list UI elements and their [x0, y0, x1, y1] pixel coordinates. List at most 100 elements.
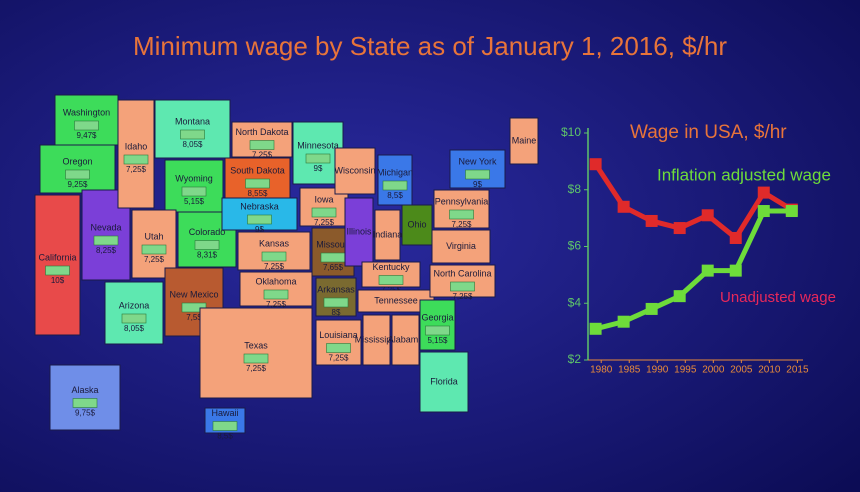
wage-tag: [65, 169, 90, 180]
state-wage: 9$: [473, 180, 482, 189]
x-tick-label: 2005: [730, 365, 753, 376]
state-name: North Dakota: [235, 127, 288, 137]
state-wage: 8,5$: [387, 191, 403, 200]
wage-tag: [323, 297, 349, 308]
state-name: Georgia: [421, 312, 453, 322]
state-name: Missouri: [316, 239, 350, 249]
state-shape: [509, 117, 539, 165]
state-shape: [224, 157, 291, 199]
chart-title: Wage in USA, $/hr: [630, 122, 787, 143]
state-wage: 5,15$: [427, 336, 448, 345]
state-name: Hawaii: [211, 408, 238, 418]
wage-tag: [378, 275, 404, 285]
series-marker: [785, 205, 798, 218]
state-wage: 7,25$: [328, 354, 349, 363]
state-wage: 10$: [51, 276, 65, 285]
state-name: Alaska: [71, 385, 98, 395]
wage-tag: [320, 252, 346, 263]
state-wage: 8,55$: [247, 189, 268, 198]
state-shape: [419, 299, 456, 351]
wage-tag: [93, 235, 119, 246]
us-map: Washington 9,47$ Oregon 9,25$ California 10$ N…: [34, 94, 539, 441]
series-marker: [673, 222, 686, 235]
wage-tag: [245, 178, 270, 189]
state-shape: [104, 281, 164, 345]
state-wage: 7,25$: [246, 364, 267, 373]
y-tick-label: $2: [568, 352, 582, 366]
x-tick-label: 1990: [646, 365, 669, 376]
state-name: Mississippi: [355, 334, 399, 344]
state-name: Colorado: [189, 227, 226, 237]
state-shape: [419, 351, 469, 413]
state-name: Florida: [430, 376, 458, 386]
wage-tag: [249, 140, 275, 150]
series-marker: [617, 315, 630, 328]
wage-tag: [180, 129, 205, 140]
state-shape: [164, 159, 224, 213]
wage-tag: [181, 186, 207, 197]
state-wage: 8,25$: [96, 246, 117, 255]
state-wage: 5,15$: [184, 197, 205, 206]
wage-tag: [465, 169, 490, 180]
x-tick-label: 2015: [786, 365, 809, 376]
state-wage: 7,25$: [452, 292, 473, 301]
state-wage: 8,05$: [182, 140, 203, 149]
state-name: Illinois: [346, 226, 372, 236]
series-marker: [729, 231, 742, 244]
state-shape: [49, 364, 121, 431]
state-name: New York: [458, 156, 497, 166]
state-shape: [231, 121, 293, 158]
series-marker: [729, 264, 742, 277]
state-name: Indiana: [373, 229, 403, 239]
state-shape: [334, 147, 376, 195]
series-marker: [645, 302, 658, 315]
wage-tag: [141, 244, 167, 255]
wage-tag: [450, 281, 475, 292]
state-wage: 9,47$: [76, 131, 97, 140]
series-marker: [757, 205, 770, 218]
wage-chart: $2 $4 $6 $8 $10 1980 1985 1990 1995 2000 2005 2010 2…: [561, 122, 836, 376]
wage-tag: [212, 421, 238, 431]
state-wage: 7,25$: [126, 165, 147, 174]
state-shape: [237, 231, 311, 271]
series-marker: [701, 209, 714, 222]
y-tick-label: $10: [561, 125, 581, 139]
wage-tag: [45, 265, 70, 276]
state-name: Minnesota: [297, 140, 339, 150]
state-wage: 7,65$: [323, 263, 344, 272]
state-wage: 9$: [314, 164, 323, 173]
y-tick-label: $6: [568, 239, 582, 253]
state-shape: [429, 264, 496, 298]
series-label: Inflation adjusted wage: [657, 165, 831, 184]
state-shape: [377, 154, 413, 206]
state-shape: [239, 271, 313, 307]
state-name: Pennsylvania: [435, 196, 489, 206]
state-name: Washington: [63, 107, 110, 117]
state-wage: 7,5$: [186, 313, 202, 322]
state-shape: [431, 229, 491, 264]
wage-tag: [449, 209, 474, 220]
wage-tag: [382, 180, 408, 191]
state-name: Kansas: [259, 238, 290, 248]
wage-tag: [261, 251, 287, 262]
state-name: Nevada: [90, 222, 121, 232]
wage-tag: [72, 398, 98, 408]
state-name: Kentucky: [372, 262, 410, 272]
state-wage: 7,25$: [451, 220, 472, 229]
state-wage: 7,25$: [314, 218, 335, 227]
y-tick-label: $8: [568, 182, 582, 196]
state-shape: [131, 209, 177, 279]
series-marker: [701, 264, 714, 277]
state-shape: [34, 194, 81, 336]
state-name: Idaho: [125, 141, 148, 151]
state-wage: 8,05$: [124, 324, 145, 333]
wage-tag: [326, 343, 351, 353]
state-wage: 7,25$: [144, 255, 165, 264]
state-name: North Carolina: [433, 268, 491, 278]
state-shape: [374, 209, 401, 261]
wage-tag: [263, 289, 289, 300]
state-name: Iowa: [314, 194, 333, 204]
state-shape: [54, 94, 119, 146]
y-tick-label: $4: [568, 295, 582, 309]
wage-tag: [74, 120, 99, 131]
